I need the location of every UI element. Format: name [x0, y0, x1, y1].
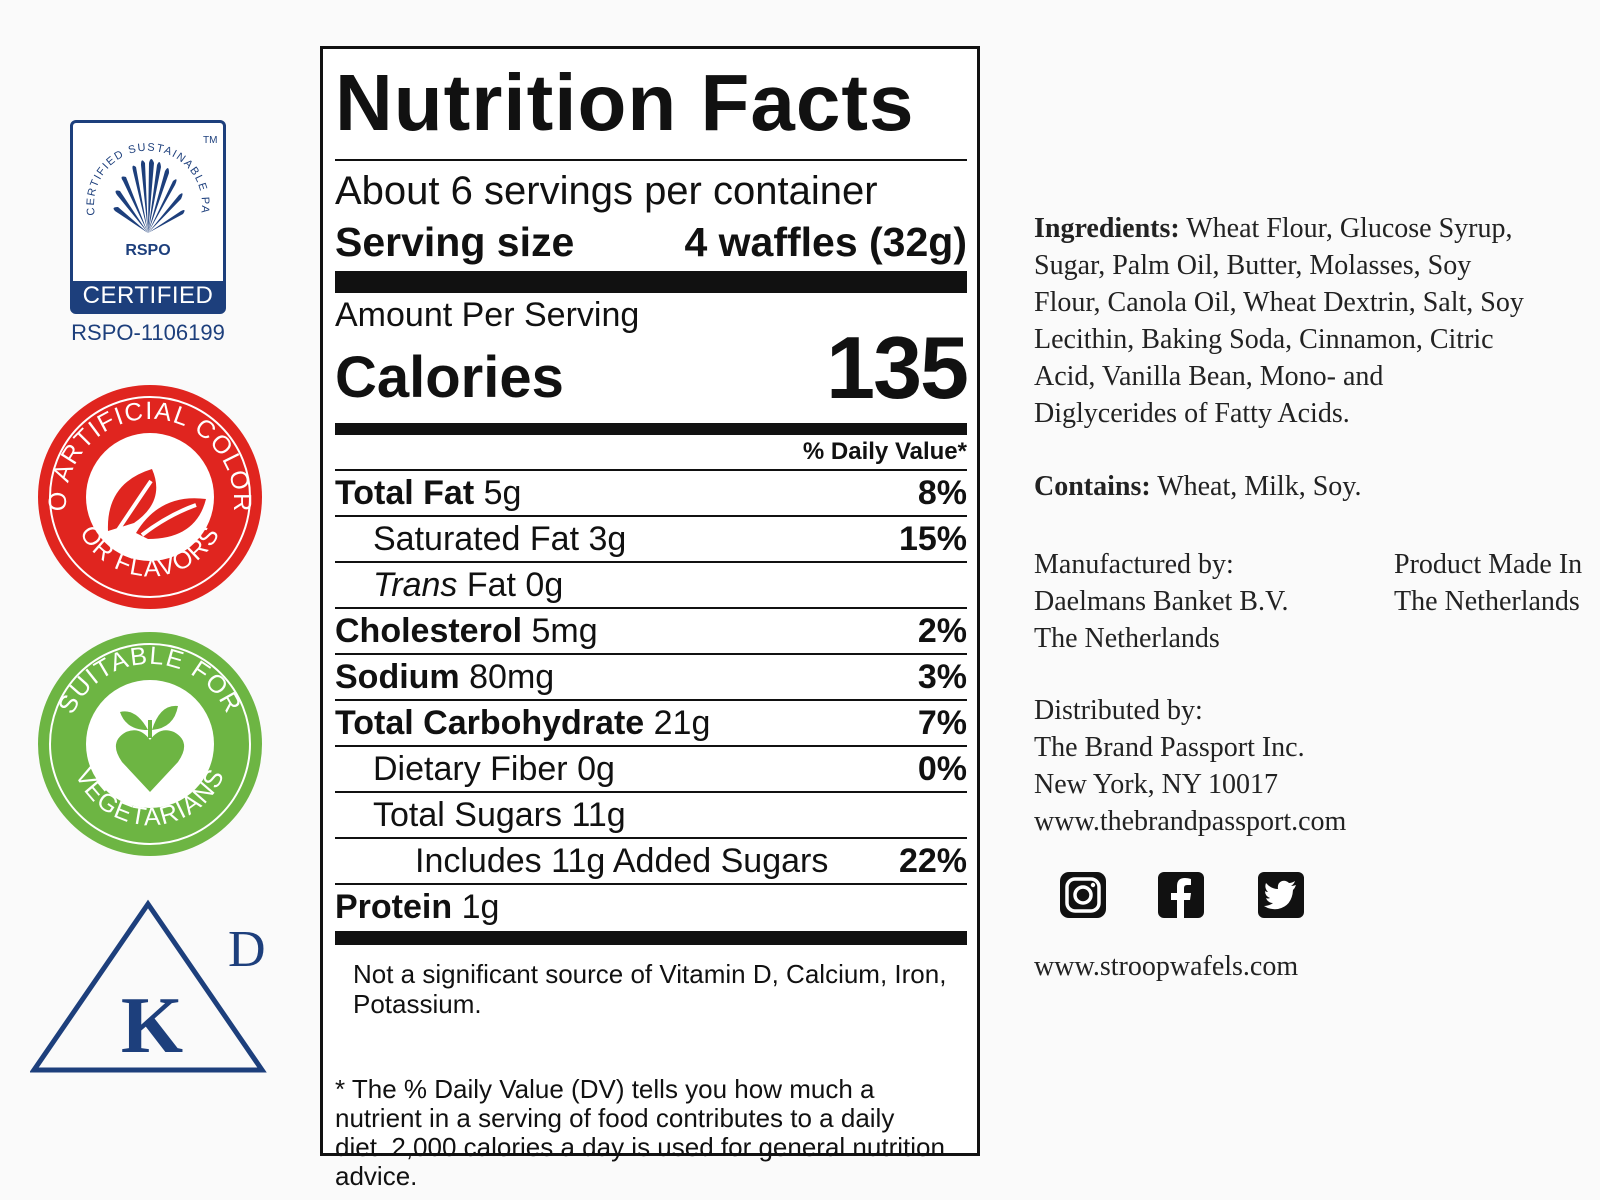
distributor-website: www.thebrandpassport.com	[1034, 806, 1347, 837]
thick-divider	[335, 931, 967, 945]
nutrient-label: Cholesterol	[335, 612, 523, 650]
nutrient-amount: 3g	[588, 520, 627, 558]
nutrient-label: Total Carbohydrate	[335, 704, 645, 742]
ingredients-text: Wheat Flour, Glucose Syrup, Sugar, Palm …	[1034, 213, 1524, 429]
thick-divider	[335, 423, 967, 435]
nutrient-amount: 5mg	[531, 612, 598, 650]
nutrient-dv: 22%	[898, 842, 967, 880]
leaf-icon	[107, 469, 206, 539]
amount-per-serving: Amount Per Serving	[335, 296, 640, 334]
nutrient-amount: 21g	[653, 704, 711, 742]
nutrient-row-cholesterol: Cholesterol 5mg 2%	[335, 607, 967, 653]
serving-size-label: Serving size	[335, 219, 575, 265]
nutrient-amount: 0g	[525, 566, 564, 604]
calories-value: 135	[826, 318, 969, 417]
servings-per-container: About 6 servings per container	[335, 169, 878, 213]
nutrient-dv: 7%	[917, 704, 967, 742]
heart-sprout-icon	[115, 705, 185, 792]
nutrient-amount: 1g	[461, 888, 500, 926]
nutrient-label: Sodium	[335, 658, 460, 696]
nutrient-label: Protein	[335, 888, 453, 926]
nutrient-dv: 8%	[917, 474, 967, 512]
kosher-k-letter: K	[121, 982, 183, 1070]
nutrition-title: Nutrition Facts	[335, 58, 915, 147]
made-in-line-2: The Netherlands	[1394, 586, 1580, 617]
nutrient-dv: 15%	[898, 520, 967, 558]
vitamins-note: Not a significant source of Vitamin D, C…	[353, 959, 947, 1019]
distributor-city: New York, NY 10017	[1034, 769, 1278, 800]
nutrient-dv: 2%	[917, 612, 967, 650]
serving-size-row: Serving size 4 waffles (32g)	[335, 217, 967, 267]
rspo-logo-text: RSPO	[125, 242, 170, 259]
nutrient-label: Saturated Fat	[373, 520, 580, 558]
rspo-certified-banner: CERTIFIED	[73, 281, 223, 311]
thick-divider	[335, 271, 967, 293]
nutrient-amount: 5g	[483, 474, 522, 512]
nutrient-row-total-fat: Total Fat 5g 8%	[335, 469, 967, 515]
palm-tree-icon: CERTIFIED SUSTAINABLE PALM OIL TM RSPO	[73, 123, 217, 259]
daily-value-header: % Daily Value*	[802, 438, 967, 465]
vegetarian-badge: SUITABLE FOR VEGETARIANS	[38, 632, 262, 856]
made-in-line-1: Product Made In	[1394, 549, 1583, 580]
kosher-dairy-symbol: K D	[30, 899, 267, 1073]
nutrient-label: Includes 11g Added Sugars	[415, 842, 829, 880]
rspo-badge-frame: CERTIFIED SUSTAINABLE PALM OIL TM RSPO C…	[70, 120, 226, 314]
nutrient-row-trans-fat: Trans Fat 0g	[335, 561, 967, 607]
calories-label: Calories	[335, 345, 564, 410]
distributor-name: The Brand Passport Inc.	[1034, 732, 1305, 763]
trademark-mark: TM	[203, 135, 217, 146]
nutrient-amount: 11g	[571, 796, 626, 834]
manufacturer-block: Manufactured by: Daelmans Banket B.V. Th…	[1034, 546, 1364, 657]
twitter-icon[interactable]	[1258, 872, 1304, 918]
nutrient-label: Total Fat	[335, 474, 475, 512]
nutrient-dv: 3%	[917, 658, 967, 696]
nutrient-row-protein: Protein 1g	[335, 883, 967, 929]
nutrient-row-saturated-fat: Saturated Fat 3g 15%	[335, 515, 967, 561]
divider	[335, 159, 967, 161]
serving-size-value: 4 waffles (32g)	[684, 219, 967, 265]
nutrient-row-added-sugars: Includes 11g Added Sugars 22%	[335, 837, 967, 883]
brand-website[interactable]: www.stroopwafels.com	[1034, 951, 1299, 982]
ingredients-label: Ingredients:	[1034, 213, 1180, 244]
nutrient-dv: 0%	[917, 750, 967, 788]
nutrient-amount: 0g	[577, 750, 615, 788]
manufacturer-country: The Netherlands	[1034, 623, 1220, 654]
daily-value-footnote: * The % Daily Value (DV) tells you how m…	[335, 1074, 945, 1191]
nutrient-row-total-carbohydrate: Total Carbohydrate 21g 7%	[335, 699, 967, 745]
rspo-number: RSPO-1106199	[71, 320, 225, 345]
nutrient-amount: 80mg	[469, 658, 555, 696]
facebook-icon[interactable]	[1158, 872, 1204, 918]
nutrition-facts-panel: Nutrition Facts About 6 servings per con…	[320, 46, 980, 1191]
allergen-block: Contains: Wheat, Milk, Soy.	[1034, 468, 1534, 505]
nutrient-label: Dietary Fiber	[373, 750, 568, 788]
contains-text: Wheat, Milk, Soy.	[1150, 471, 1362, 502]
instagram-icon[interactable]	[1060, 872, 1106, 918]
nutrient-label: Total Sugars	[373, 796, 562, 834]
manufacturer-name: Daelmans Banket B.V.	[1034, 586, 1289, 617]
calories-row: Calories 135	[335, 324, 969, 412]
nutrient-row-dietary-fiber: Dietary Fiber 0g 0%	[335, 745, 967, 791]
nutrient-label-rest: Fat	[466, 566, 516, 604]
distributor-block: Distributed by: The Brand Passport Inc. …	[1034, 692, 1534, 840]
manufactured-by-label: Manufactured by:	[1034, 549, 1234, 580]
distributed-by-label: Distributed by:	[1034, 695, 1203, 726]
no-artificial-badge: NO ARTIFICIAL COLORS OR FLAVORS	[36, 383, 262, 609]
country-of-origin: Product Made In The Netherlands	[1394, 546, 1594, 620]
contains-label: Contains:	[1034, 471, 1151, 502]
rspo-certified-badge: CERTIFIED SUSTAINABLE PALM OIL TM RSPO C…	[70, 120, 230, 350]
nutrient-row-sodium: Sodium 80mg 3%	[335, 653, 967, 699]
kosher-d-letter: D	[228, 921, 266, 978]
nutrient-label: Trans	[373, 566, 458, 604]
ingredients-block: Ingredients: Wheat Flour, Glucose Syrup,…	[1034, 210, 1524, 432]
nutrient-row-total-sugars: Total Sugars 11g	[335, 791, 967, 837]
